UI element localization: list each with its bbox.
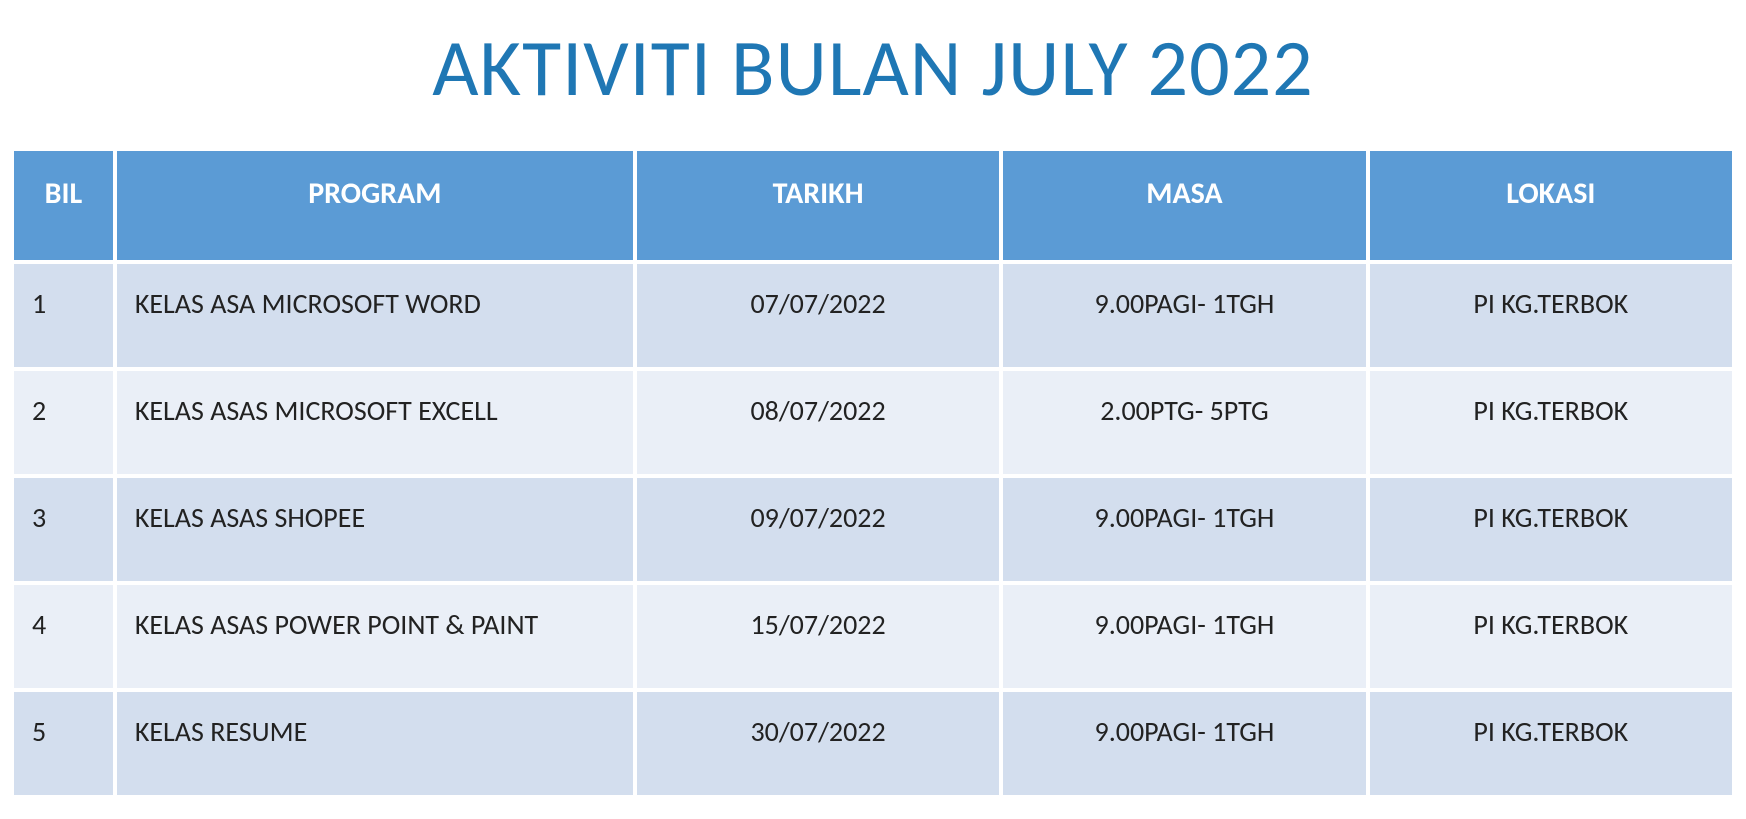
activity-table: BIL PROGRAM TARIKH MASA LOKASI 1 KELAS A… [10, 147, 1736, 799]
cell-program: KELAS ASA MICROSOFT WORD [117, 264, 633, 367]
col-header-lokasi: LOKASI [1370, 151, 1732, 260]
cell-lokasi: PI KG.TERBOK [1370, 264, 1732, 367]
table-row: 4 KELAS ASAS POWER POINT & PAINT 15/07/2… [14, 585, 1732, 688]
col-header-bil: BIL [14, 151, 113, 260]
cell-program: KELAS ASAS MICROSOFT EXCELL [117, 371, 633, 474]
cell-masa: 9.00PAGI- 1TGH [1003, 585, 1365, 688]
table-row: 5 KELAS RESUME 30/07/2022 9.00PAGI- 1TGH… [14, 692, 1732, 795]
cell-bil: 2 [14, 371, 113, 474]
col-header-tarikh: TARIKH [637, 151, 999, 260]
cell-bil: 4 [14, 585, 113, 688]
cell-masa: 9.00PAGI- 1TGH [1003, 692, 1365, 795]
table-row: 2 KELAS ASAS MICROSOFT EXCELL 08/07/2022… [14, 371, 1732, 474]
cell-tarikh: 07/07/2022 [637, 264, 999, 367]
col-header-masa: MASA [1003, 151, 1365, 260]
table-row: 1 KELAS ASA MICROSOFT WORD 07/07/2022 9.… [14, 264, 1732, 367]
cell-bil: 3 [14, 478, 113, 581]
cell-tarikh: 09/07/2022 [637, 478, 999, 581]
cell-masa: 9.00PAGI- 1TGH [1003, 264, 1365, 367]
table-row: 3 KELAS ASAS SHOPEE 09/07/2022 9.00PAGI-… [14, 478, 1732, 581]
cell-bil: 5 [14, 692, 113, 795]
cell-masa: 9.00PAGI- 1TGH [1003, 478, 1365, 581]
col-header-program: PROGRAM [117, 151, 633, 260]
cell-program: KELAS ASAS POWER POINT & PAINT [117, 585, 633, 688]
cell-tarikh: 08/07/2022 [637, 371, 999, 474]
cell-masa: 2.00PTG- 5PTG [1003, 371, 1365, 474]
cell-tarikh: 15/07/2022 [637, 585, 999, 688]
table-header-row: BIL PROGRAM TARIKH MASA LOKASI [14, 151, 1732, 260]
cell-bil: 1 [14, 264, 113, 367]
page-title: AKTIVITI BULAN JULY 2022 [10, 20, 1736, 117]
cell-program: KELAS RESUME [117, 692, 633, 795]
cell-tarikh: 30/07/2022 [637, 692, 999, 795]
cell-lokasi: PI KG.TERBOK [1370, 371, 1732, 474]
cell-lokasi: PI KG.TERBOK [1370, 478, 1732, 581]
cell-program: KELAS ASAS SHOPEE [117, 478, 633, 581]
cell-lokasi: PI KG.TERBOK [1370, 692, 1732, 795]
cell-lokasi: PI KG.TERBOK [1370, 585, 1732, 688]
